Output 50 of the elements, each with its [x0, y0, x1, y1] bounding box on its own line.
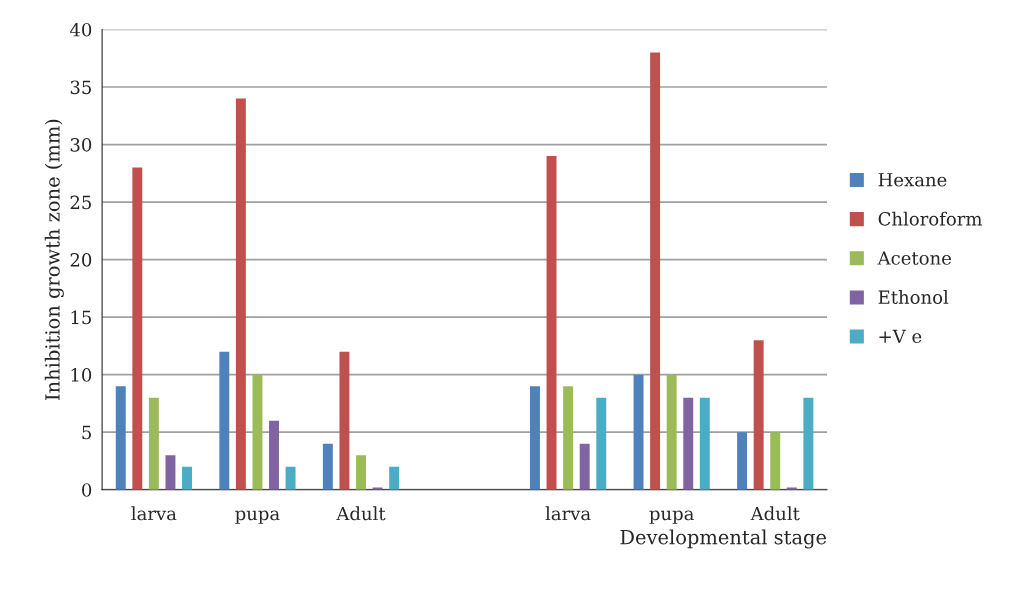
y-axis-title: Inhibition growth zone (mm) [44, 119, 64, 400]
y-tick-label: 25 [70, 195, 91, 210]
x-tick-label: pupa [649, 510, 694, 524]
legend-label: Chloroform [878, 211, 982, 226]
legend-label: +V e [879, 329, 922, 344]
bar [339, 351, 350, 490]
legend-label: Acetone [877, 251, 951, 265]
bar [803, 397, 814, 490]
bar [633, 374, 644, 490]
y-tick-label: 30 [70, 138, 92, 152]
x-tick-label: Adult [336, 506, 386, 521]
y-tick-label: 0 [82, 483, 92, 497]
bar [148, 397, 159, 490]
legend-label: Hexane [878, 173, 947, 187]
x-tick-label: larva [131, 506, 177, 521]
bar [132, 167, 143, 490]
x-tick-label: pupa [235, 510, 280, 524]
y-tick-label: 5 [82, 425, 91, 440]
bar [322, 443, 333, 490]
bar [753, 340, 764, 490]
bar [165, 455, 176, 490]
bar [666, 374, 677, 490]
bar [182, 466, 192, 490]
bar [285, 466, 296, 490]
y-tick-label: 35 [70, 80, 91, 95]
y-tick-label: 20 [70, 253, 92, 267]
bar [252, 374, 263, 490]
bar [650, 52, 661, 490]
bar [596, 397, 607, 490]
bar [219, 351, 230, 490]
bar [546, 156, 557, 490]
bar [683, 397, 694, 490]
bar [563, 386, 574, 490]
y-tick-label: 40 [69, 22, 92, 37]
x-tick-label: Adult [750, 506, 800, 521]
bar [235, 98, 246, 490]
bar [579, 443, 590, 490]
x-axis-title: Developmental stage [620, 529, 827, 549]
bar [356, 455, 366, 490]
y-tick-label: 10 [71, 368, 92, 382]
legend-label: Ethonol [878, 290, 949, 304]
bar [269, 420, 279, 490]
bar [699, 397, 710, 490]
bar [737, 432, 748, 490]
bar [389, 466, 400, 490]
y-tick-label: 15 [71, 310, 91, 325]
bar [115, 386, 126, 490]
x-tick-label: larva [545, 506, 591, 521]
bar [770, 432, 781, 490]
bar [530, 386, 540, 490]
